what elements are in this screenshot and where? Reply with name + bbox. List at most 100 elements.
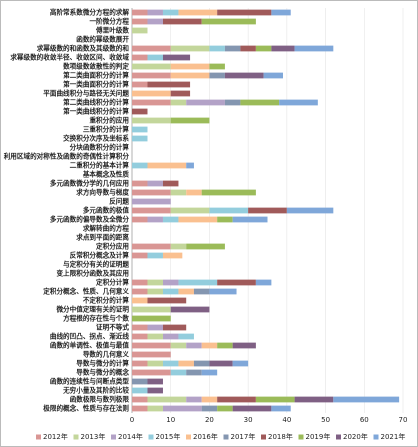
bar-segment [232,216,268,223]
bar-segment [224,99,241,106]
y-tick-label: 第一类曲面积分的计算 [63,80,129,89]
bar-segment [132,351,171,358]
bar-segment [178,279,218,286]
bar-segment [132,252,148,259]
bar-segment [186,369,202,376]
legend-label: 2018年 [268,432,293,441]
bar-segment [201,189,256,196]
x-tick-label: 70 [399,416,408,424]
bar-segment [162,324,187,331]
bar-segment [162,252,183,259]
y-tick-label: 第一类曲线积分的计算 [63,107,129,116]
bar-segment [147,9,163,16]
bar-segment [178,333,194,340]
y-tick-label: 证明不等式 [96,323,129,332]
legend-label: 2019年 [306,432,331,441]
bar-segment [201,342,218,349]
bar-segment [147,54,163,61]
legend-swatch [186,434,191,440]
legend-swatch [261,434,266,440]
y-tick-label: 反常积分概念及计算 [70,251,130,260]
y-tick-label: 多元函数的偏导数及全微分 [50,215,130,224]
y-tick-label: 求方向导数与梯度 [76,188,129,197]
bar-segment [162,9,179,16]
legend-label: 2016年 [193,432,218,441]
bar-segment [209,207,249,214]
y-tick-label: 微分中值定理有关的证明 [55,305,129,314]
legend-label: 2021年 [381,432,406,441]
bar-segment [186,342,202,349]
bar-segment [132,315,171,322]
legend-swatch [336,434,341,440]
bar-segment [147,360,163,367]
legend-swatch [223,434,229,440]
y-tick-label: 变上限积分函数及其应用 [56,269,129,278]
bar-segment [201,18,256,25]
bar-segment [294,396,334,403]
bar-segment [255,279,272,286]
bar-segment [224,45,241,52]
bar-segment [132,90,171,97]
bar-segment [132,81,148,88]
bar-segment [147,279,163,286]
bar-segment [193,288,210,295]
x-tick-label: 10 [166,416,175,424]
bar-segment [132,324,148,331]
bar-segment [147,405,163,412]
bar-segment [162,180,179,187]
bar-segment [132,207,171,214]
bar-segment [271,405,291,412]
y-tick-label: 极限的概念、性质与存在法则 [43,404,129,413]
bar-segment [248,207,287,214]
bar-segment [209,360,233,367]
legend-swatch [36,434,41,440]
bar-segment [209,63,225,70]
bar-segment [209,288,237,295]
bar-segment [162,333,179,340]
bar-segment [186,162,194,169]
bar-segment [217,342,233,349]
bar-segment [201,369,218,376]
bar-segment [271,45,295,52]
bar-segment [132,135,148,142]
y-tick-label: 导数与微分的计算 [76,359,129,368]
bar-segment [147,162,187,169]
y-tick-label: 函数的幂级数展开 [76,35,129,44]
bar-segment [147,180,163,187]
bar-segment [132,189,171,196]
y-tick-label: 三重积分的计算 [83,125,130,134]
y-tick-label: 函数的单调性、极值与最值 [50,341,130,350]
bar-segment [178,288,194,295]
bar-segment [232,342,256,349]
legend-swatch [148,434,154,440]
bar-segment [132,99,171,106]
bar-segment [286,207,334,214]
bar-segment [224,72,264,79]
legend-label: 2017年 [231,432,256,441]
bar-segment [201,396,218,403]
y-tick-label: 函数的连续性与间断点类型 [50,377,130,386]
bar-segment [217,9,272,16]
legend-label: 2013年 [81,432,106,441]
bar-segment [170,72,210,79]
legend-label: 2012年 [43,432,68,441]
bar-segment [147,333,163,340]
bar-segment [147,18,163,25]
bar-segment [132,180,148,187]
bar-segment [333,396,400,403]
bar-segment [147,396,187,403]
bar-segment [217,396,256,403]
x-tick-label: 50 [321,416,330,424]
bar-segment [132,63,171,70]
x-tick-label: 0 [130,416,134,424]
bar-segment [178,216,218,223]
bar-segment [132,369,171,376]
y-tick-label: 平面曲线积分与路径无关问题 [43,89,129,98]
bar-segment [162,288,179,295]
y-tick-label: 分块函数积分的计算 [70,143,130,152]
bar-segment [132,126,148,133]
bar-segment [186,99,225,106]
y-tick-label: 多元函数的极值 [83,206,130,215]
bar-segment [263,72,283,79]
